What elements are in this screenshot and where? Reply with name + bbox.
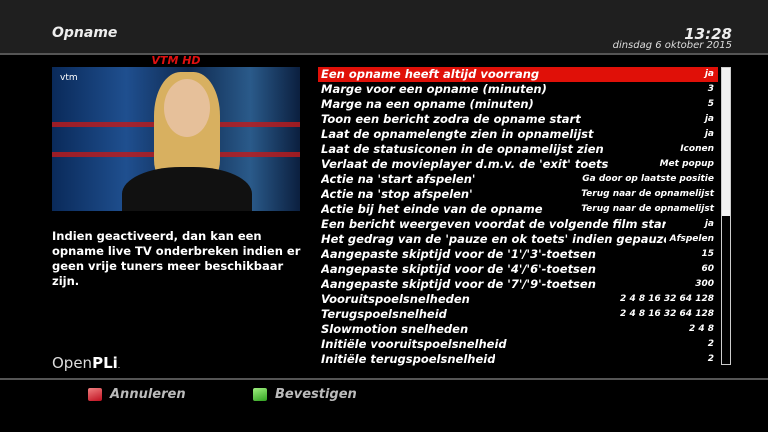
- setting-row[interactable]: Vooruitspoelsnelheden 2 4 8 16 32 64 128: [318, 292, 718, 307]
- setting-row[interactable]: Actie na 'start afspelen' Ga door op laat…: [318, 172, 718, 187]
- setting-value[interactable]: Met popup: [659, 159, 714, 169]
- header: Opname 13:28 dinsdag 6 oktober 2015: [0, 0, 768, 55]
- setting-row[interactable]: Een bericht weergeven voordat de volgend…: [318, 217, 718, 232]
- setting-value[interactable]: Afspelen: [669, 234, 714, 244]
- setting-row[interactable]: Actie bij het einde van de opname Terug n…: [318, 202, 718, 217]
- setting-row[interactable]: Het gedrag van de 'pauze en ok toets' in…: [318, 232, 718, 247]
- setting-label: Actie na 'start afspelen': [321, 172, 476, 186]
- setting-row[interactable]: Een opname heeft altijd voorrang ja: [318, 67, 718, 82]
- setting-value[interactable]: 2 4 8 16 32 64 128: [620, 294, 714, 304]
- tv-preview: vtm: [52, 67, 300, 211]
- setting-description: Indien geactiveerd, dan kan een opname l…: [52, 229, 301, 288]
- setting-label: Vooruitspoelsnelheden: [321, 292, 470, 306]
- setting-row[interactable]: Marge na een opname (minuten) 5: [318, 97, 718, 112]
- setting-label: Actie bij het einde van de opname: [321, 202, 543, 216]
- scrollbar[interactable]: [721, 67, 731, 365]
- setting-value[interactable]: 60: [701, 264, 714, 274]
- setting-value[interactable]: ja: [704, 69, 714, 79]
- setting-label: Terugspoelsnelheid: [321, 307, 447, 321]
- date: dinsdag 6 oktober 2015: [612, 40, 732, 51]
- channel-name: VTM HD: [151, 54, 201, 67]
- setting-label: Initiële vooruitspoelsnelheid: [321, 337, 507, 351]
- setting-label: Slowmotion snelheden: [321, 322, 469, 336]
- setting-label: Marge na een opname (minuten): [321, 97, 534, 111]
- setting-row[interactable]: Marge voor een opname (minuten) 3: [318, 82, 718, 97]
- setting-value[interactable]: 2: [707, 339, 714, 349]
- setting-row[interactable]: Slowmotion snelheden 2 4 8: [318, 322, 718, 337]
- setting-value[interactable]: 3: [707, 84, 714, 94]
- setting-value[interactable]: Terug naar de opnamelijst: [581, 204, 714, 214]
- setting-label: Laat de statusiconen in de opnamelijst z…: [321, 142, 604, 156]
- footer-divider: [0, 378, 768, 380]
- setting-row[interactable]: Initiële vooruitspoelsnelheid 2: [318, 337, 718, 352]
- setting-row[interactable]: Laat de statusiconen in de opnamelijst z…: [318, 142, 718, 157]
- setting-label: Een bericht weergeven voordat de volgend…: [321, 217, 666, 231]
- confirm-button[interactable]: Bevestigen: [253, 387, 357, 402]
- green-key-icon: [253, 388, 267, 401]
- setting-label: Aangepaste skiptijd voor de '1'/'3'-toet…: [321, 247, 596, 261]
- setting-row[interactable]: Laat de opnamelengte zien in opnamelijst…: [318, 127, 718, 142]
- setting-label: Marge voor een opname (minuten): [321, 82, 547, 96]
- setting-value[interactable]: 2 4 8 16 32 64 128: [620, 309, 714, 319]
- setting-row[interactable]: Aangepaste skiptijd voor de '1'/'3'-toet…: [318, 247, 718, 262]
- setting-value[interactable]: 2: [707, 354, 714, 364]
- setting-value[interactable]: ja: [704, 129, 714, 139]
- openpli-logo: OpenPLi.: [52, 354, 121, 372]
- setting-label: Initiële terugspoelsnelheid: [321, 352, 496, 366]
- setting-row[interactable]: Toon een bericht zodra de opname start ja: [318, 112, 718, 127]
- setting-value[interactable]: ja: [704, 219, 714, 229]
- setting-label: Actie na 'stop afspelen': [321, 187, 473, 201]
- setting-label: Toon een bericht zodra de opname start: [321, 112, 581, 126]
- setting-row[interactable]: Initiële terugspoelsnelheid 2: [318, 352, 718, 367]
- clock: 13:28: [684, 25, 732, 43]
- setting-row[interactable]: Terugspoelsnelheid 2 4 8 16 32 64 128: [318, 307, 718, 322]
- setting-row[interactable]: Aangepaste skiptijd voor de '7'/'9'-toet…: [318, 277, 718, 292]
- settings-list[interactable]: Een opname heeft altijd voorrang ja Marge …: [318, 67, 718, 367]
- setting-label: Verlaat de movieplayer d.m.v. de 'exit' …: [321, 157, 609, 171]
- setting-value[interactable]: 300: [695, 279, 714, 289]
- setting-value[interactable]: Terug naar de opnamelijst: [581, 189, 714, 199]
- setting-label: Aangepaste skiptijd voor de '4'/'6'-toet…: [321, 262, 596, 276]
- scrollbar-thumb[interactable]: [722, 68, 730, 216]
- setting-value[interactable]: Ga door op laatste positie: [582, 174, 714, 184]
- setting-label: Laat de opnamelengte zien in opnamelijst: [321, 127, 594, 141]
- confirm-label: Bevestigen: [275, 387, 357, 402]
- setting-label: Het gedrag van de 'pauze en ok toets' in…: [321, 232, 666, 246]
- setting-row[interactable]: Actie na 'stop afspelen' Terug naar de op…: [318, 187, 718, 202]
- setting-value[interactable]: 5: [707, 99, 714, 109]
- setting-label: Aangepaste skiptijd voor de '7'/'9'-toet…: [321, 277, 596, 291]
- setting-value[interactable]: ja: [704, 114, 714, 124]
- setting-row[interactable]: Aangepaste skiptijd voor de '4'/'6'-toet…: [318, 262, 718, 277]
- cancel-button[interactable]: Annuleren: [88, 387, 186, 402]
- cancel-label: Annuleren: [110, 387, 186, 402]
- setting-value[interactable]: Iconen: [680, 144, 714, 154]
- channel-logo: vtm: [60, 73, 78, 83]
- setting-row[interactable]: Verlaat de movieplayer d.m.v. de 'exit' …: [318, 157, 718, 172]
- setting-value[interactable]: 2 4 8: [688, 324, 714, 334]
- setting-value[interactable]: 15: [701, 249, 714, 259]
- page-title: Opname: [52, 25, 118, 41]
- red-key-icon: [88, 388, 102, 401]
- setting-label: Een opname heeft altijd voorrang: [321, 67, 540, 81]
